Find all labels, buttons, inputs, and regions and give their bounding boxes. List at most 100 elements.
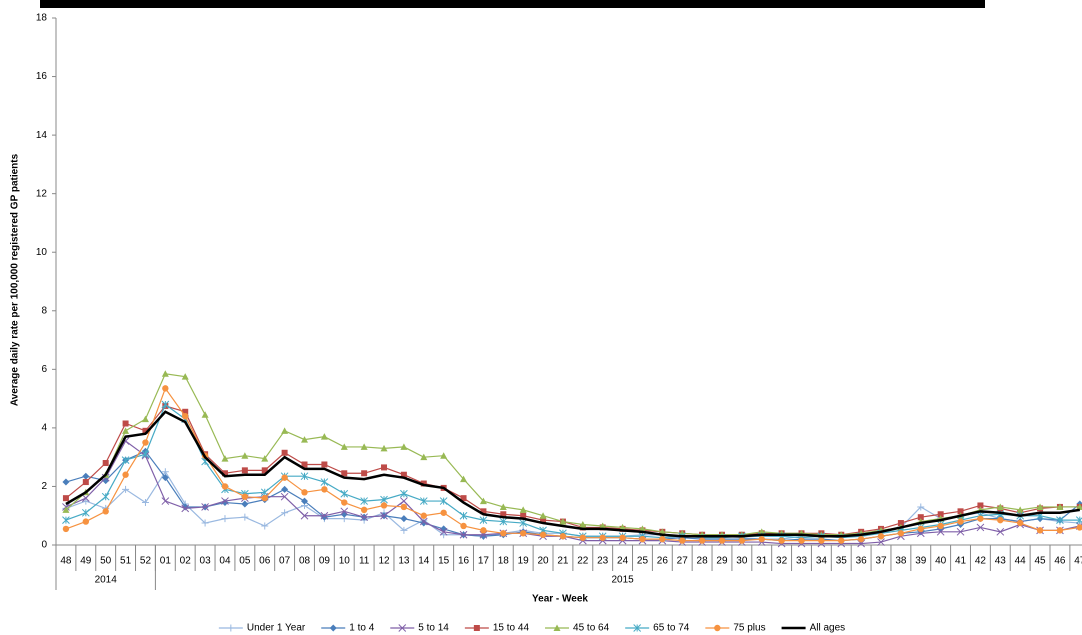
x-tick-label: 28 (697, 556, 709, 567)
marker (321, 486, 328, 493)
marker (419, 517, 428, 526)
x-tick-label: 15 (438, 556, 450, 567)
marker (62, 516, 70, 524)
y-tick-label: 4 (41, 423, 47, 434)
marker (122, 427, 130, 434)
marker (182, 408, 189, 415)
legend-label: 1 to 4 (349, 623, 374, 634)
y-tick-label: 8 (41, 305, 47, 316)
marker (936, 527, 945, 536)
marker (341, 470, 348, 477)
marker (917, 525, 924, 533)
marker (539, 512, 547, 519)
marker (579, 521, 587, 528)
marker (659, 535, 666, 543)
marker (519, 519, 528, 527)
marker (142, 439, 149, 446)
x-tick-label: 35 (836, 556, 848, 567)
y-tick-label: 2 (41, 481, 47, 492)
series (62, 447, 1082, 545)
marker (698, 537, 706, 544)
x-tick-label: 26 (657, 556, 669, 567)
marker (281, 449, 288, 456)
marker (82, 518, 90, 525)
marker (758, 535, 765, 543)
legend-label: All ages (810, 623, 846, 634)
marker (917, 514, 924, 521)
x-tick-label: 30 (736, 556, 748, 567)
marker (300, 511, 309, 520)
marker (877, 538, 885, 546)
marker (480, 527, 487, 534)
marker (519, 506, 527, 513)
legend-item: 15 to 44 (464, 623, 529, 634)
marker (400, 443, 408, 450)
y-tick-label: 18 (36, 13, 48, 24)
x-tick-label: 50 (100, 556, 112, 567)
marker (360, 506, 368, 514)
marker (280, 492, 289, 501)
marker (398, 624, 407, 632)
marker (619, 534, 626, 541)
marker (1016, 519, 1024, 527)
x-tick-label: 19 (518, 556, 530, 567)
marker (341, 499, 348, 506)
x-tick-label: 33 (796, 556, 808, 567)
marker (261, 522, 269, 530)
marker (1075, 516, 1082, 524)
marker (227, 624, 235, 632)
x-tick-label: 38 (895, 556, 907, 567)
marker (181, 504, 190, 513)
series-line (65, 387, 1080, 542)
x-tick-label: 12 (378, 556, 390, 567)
marker (221, 515, 229, 523)
marker (459, 530, 468, 539)
marker (679, 537, 686, 544)
x-tick-label: 37 (875, 556, 887, 567)
marker (460, 522, 467, 530)
x-tick-label: 51 (120, 556, 132, 567)
marker (241, 513, 249, 521)
legend-item: 65 to 74 (625, 623, 690, 634)
marker (460, 495, 467, 502)
x-tick-label: 02 (180, 556, 192, 567)
marker (400, 515, 408, 523)
marker (956, 527, 965, 536)
x-tick-label: 07 (279, 556, 291, 567)
x-tick-label: 39 (915, 556, 927, 567)
x-tick-label: 25 (637, 556, 649, 567)
x-tick-label: 46 (1054, 556, 1066, 567)
marker (599, 534, 606, 541)
marker (480, 508, 487, 515)
marker (261, 467, 268, 474)
marker (977, 515, 984, 522)
marker (897, 530, 905, 537)
x-tick-label: 49 (80, 556, 92, 567)
marker (360, 513, 368, 522)
x-tick-label: 31 (756, 556, 768, 567)
marker (838, 537, 845, 544)
marker (201, 503, 209, 511)
marker (553, 624, 561, 631)
marker (1056, 516, 1064, 524)
x-tick-label: 24 (617, 556, 629, 567)
marker (102, 508, 109, 515)
marker (400, 497, 408, 505)
marker (221, 497, 229, 505)
marker (419, 497, 428, 505)
legend-item: 45 to 64 (545, 623, 610, 634)
marker (997, 516, 1004, 524)
x-axis-title: Year - Week (532, 594, 588, 605)
marker (758, 528, 766, 535)
marker (281, 485, 289, 493)
marker (340, 489, 349, 498)
marker (559, 533, 567, 540)
marker (976, 523, 985, 532)
legend-label: Under 1 Year (247, 623, 306, 634)
marker (62, 478, 70, 486)
marker (1036, 527, 1044, 534)
marker (473, 625, 480, 631)
marker (1036, 503, 1044, 510)
x-tick-label: 48 (60, 556, 72, 567)
x-tick-label: 01 (160, 556, 172, 567)
